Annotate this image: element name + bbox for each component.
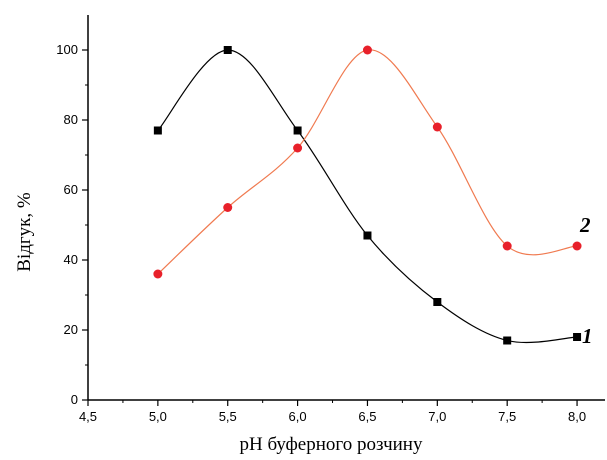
data-points [153,45,582,345]
series-1-point [433,298,442,306]
x-tick-label: 5,5 [219,409,237,424]
series-2-point [362,45,372,55]
series-1-point [293,126,302,135]
y-tick-label: 40 [64,252,78,267]
x-tick-label: 7,0 [428,409,446,424]
series-2-point [153,269,163,279]
series-2-line [157,49,578,275]
x-tick-label: 6,5 [358,409,376,424]
series-1-point [223,46,232,54]
axes [82,15,605,406]
series-label-1: 1 [582,324,593,348]
series-2-point [293,143,303,153]
x-tick-label: 8,0 [568,409,586,424]
x-tick-label: 7,5 [498,409,516,424]
series-2-point [572,241,582,251]
x-tick-label: 6,0 [289,409,307,424]
series-2-point [432,122,442,132]
y-tick-label: 80 [64,112,78,127]
y-axis-title: Відгук, % [14,192,35,272]
x-tick-label: 5,0 [149,409,167,424]
x-axis-title: pH буферного розчину [240,434,423,455]
series-2-point [223,203,233,212]
x-tick-label: 4,5 [79,409,97,424]
series-2-point [502,241,512,251]
y-tick-label: 100 [56,42,78,57]
series-1-point [363,231,372,240]
series-1-point [153,126,162,135]
labels: 4,5 5,0 5,5 6,0 6,5 7,0 7,5 8,0 0 20 40 60 80 100 [56,42,586,424]
series-1-point [503,336,512,345]
series-1-line [157,49,578,344]
y-tick-label: 60 [64,182,78,197]
series-label-2: 2 [579,213,591,237]
y-tick-label: 0 [71,392,78,407]
curves [157,49,578,344]
y-tick-label: 20 [64,322,78,337]
series-1-point [573,333,582,341]
